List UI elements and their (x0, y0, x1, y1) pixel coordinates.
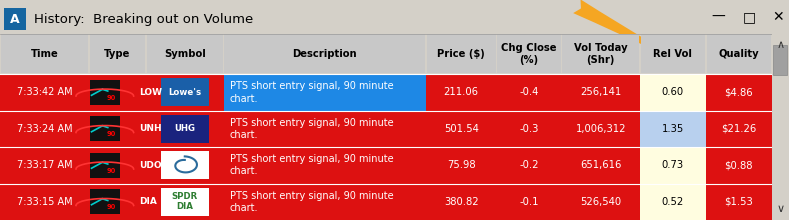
Text: SPDR
DIA: SPDR DIA (172, 192, 198, 211)
Text: 7:33:15 AM: 7:33:15 AM (17, 197, 73, 207)
Text: 1.35: 1.35 (662, 124, 684, 134)
Text: $1.53: $1.53 (724, 197, 753, 207)
Text: PTS short entry signal, 90 minute
chart.: PTS short entry signal, 90 minute chart. (230, 191, 394, 213)
Text: ∨: ∨ (776, 204, 784, 214)
FancyBboxPatch shape (427, 34, 495, 73)
FancyBboxPatch shape (563, 34, 639, 73)
FancyBboxPatch shape (641, 34, 705, 73)
Text: 90: 90 (107, 131, 116, 137)
Text: ∧: ∧ (776, 40, 784, 50)
Text: 90: 90 (107, 168, 116, 174)
Text: $21.26: $21.26 (721, 124, 757, 134)
Text: $4.86: $4.86 (724, 87, 753, 97)
Text: Chg Close
(%): Chg Close (%) (501, 43, 557, 65)
FancyBboxPatch shape (707, 34, 771, 73)
Text: UDOW: UDOW (139, 161, 171, 170)
FancyBboxPatch shape (90, 116, 120, 141)
FancyBboxPatch shape (4, 8, 26, 30)
FancyBboxPatch shape (161, 188, 209, 216)
FancyBboxPatch shape (161, 151, 209, 179)
FancyBboxPatch shape (0, 183, 772, 220)
Text: 7:33:17 AM: 7:33:17 AM (17, 160, 73, 170)
Text: —: — (711, 10, 725, 24)
FancyBboxPatch shape (640, 147, 706, 183)
FancyBboxPatch shape (0, 74, 772, 111)
FancyBboxPatch shape (1, 34, 88, 73)
FancyBboxPatch shape (223, 74, 426, 111)
Text: 90: 90 (107, 95, 116, 101)
Text: Symbol: Symbol (164, 49, 206, 59)
Text: 256,141: 256,141 (580, 87, 622, 97)
FancyBboxPatch shape (223, 147, 426, 183)
Text: 651,616: 651,616 (580, 160, 622, 170)
FancyBboxPatch shape (90, 189, 120, 214)
FancyBboxPatch shape (147, 34, 222, 73)
FancyBboxPatch shape (773, 45, 787, 75)
FancyBboxPatch shape (90, 153, 120, 178)
FancyBboxPatch shape (90, 80, 120, 105)
Text: 0.60: 0.60 (662, 87, 684, 97)
Text: 7:33:42 AM: 7:33:42 AM (17, 87, 73, 97)
Text: Rel Vol: Rel Vol (653, 49, 692, 59)
Text: Description: Description (293, 49, 357, 59)
FancyBboxPatch shape (0, 111, 772, 147)
Text: DIA: DIA (139, 197, 157, 206)
FancyBboxPatch shape (0, 147, 772, 183)
Text: $0.88: $0.88 (724, 160, 753, 170)
FancyBboxPatch shape (640, 183, 706, 220)
Text: Type: Type (104, 49, 130, 59)
Text: PTS short entry signal, 90 minute
chart.: PTS short entry signal, 90 minute chart. (230, 118, 394, 140)
Text: Lowe's: Lowe's (168, 88, 201, 97)
FancyBboxPatch shape (497, 34, 561, 73)
Text: □: □ (742, 10, 756, 24)
Text: Quality: Quality (719, 49, 759, 59)
Text: 211.06: 211.06 (443, 87, 479, 97)
Text: 90: 90 (107, 204, 116, 210)
FancyBboxPatch shape (223, 183, 426, 220)
Text: -0.1: -0.1 (519, 197, 539, 207)
FancyBboxPatch shape (223, 111, 426, 147)
FancyBboxPatch shape (90, 34, 145, 73)
Text: 75.98: 75.98 (447, 160, 476, 170)
FancyBboxPatch shape (224, 34, 425, 73)
Text: 1,006,312: 1,006,312 (575, 124, 626, 134)
Text: 0.73: 0.73 (662, 160, 684, 170)
FancyBboxPatch shape (161, 115, 209, 143)
Text: Vol Today
(Shr): Vol Today (Shr) (574, 43, 627, 65)
Text: Time: Time (31, 49, 58, 59)
Text: Price ($): Price ($) (437, 49, 485, 59)
FancyBboxPatch shape (640, 74, 706, 111)
Text: PTS short entry signal, 90 minute
chart.: PTS short entry signal, 90 minute chart. (230, 154, 394, 176)
Text: A: A (10, 13, 20, 26)
Text: UNH: UNH (139, 124, 162, 133)
Text: 0.52: 0.52 (662, 197, 684, 207)
Text: PTS short entry signal, 90 minute
chart.: PTS short entry signal, 90 minute chart. (230, 81, 394, 103)
Text: History:  Breaking out on Volume: History: Breaking out on Volume (34, 13, 253, 26)
FancyBboxPatch shape (161, 79, 209, 106)
Text: ✕: ✕ (772, 10, 783, 24)
Text: 501.54: 501.54 (443, 124, 479, 134)
Text: 526,540: 526,540 (580, 197, 621, 207)
Text: 7:33:24 AM: 7:33:24 AM (17, 124, 73, 134)
Text: -0.4: -0.4 (519, 87, 539, 97)
Text: UHG: UHG (174, 124, 196, 133)
Text: LOW: LOW (139, 88, 162, 97)
Text: -0.2: -0.2 (519, 160, 539, 170)
FancyBboxPatch shape (640, 111, 706, 147)
Text: -0.3: -0.3 (519, 124, 539, 134)
Text: 380.82: 380.82 (444, 197, 478, 207)
